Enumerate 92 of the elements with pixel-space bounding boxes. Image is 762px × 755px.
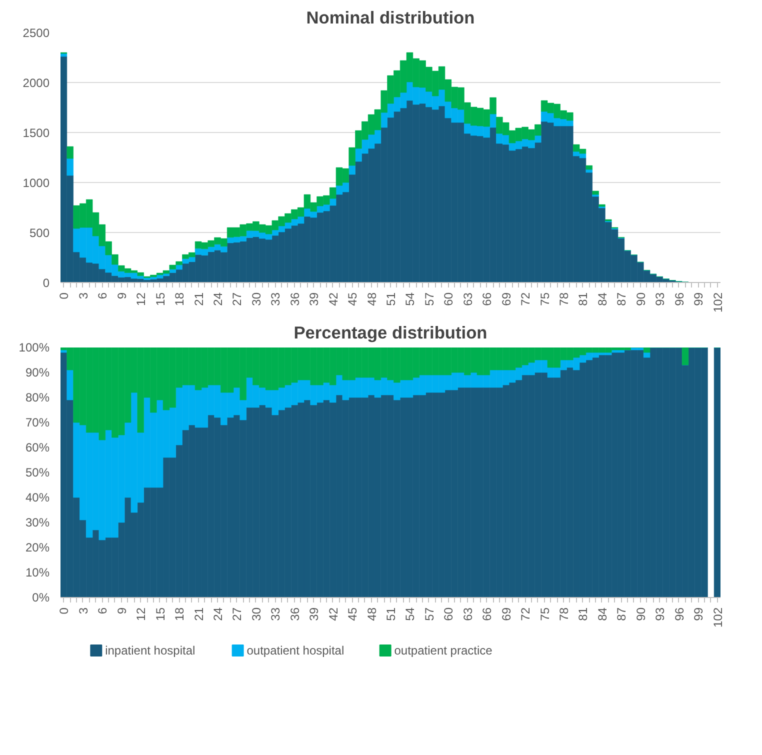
y-tick-label: 1500 xyxy=(22,126,50,140)
x-tick-label: 72 xyxy=(518,292,533,306)
x-tick-label: 57 xyxy=(422,607,436,621)
x-tick-label: 6 xyxy=(96,607,110,614)
x-tick-label: 78 xyxy=(557,292,572,306)
x-tick-label: 48 xyxy=(364,607,379,621)
y-tick-label: 90% xyxy=(25,366,50,380)
x-tick-label: 45 xyxy=(346,292,360,306)
x-tick-label: 93 xyxy=(653,292,668,306)
x-tick-label: 102 xyxy=(710,292,725,313)
x-tick-label: 102 xyxy=(710,607,725,628)
x-tick-label: 63 xyxy=(460,292,475,306)
x-tick-label: 3 xyxy=(76,292,90,300)
x-tick-label: 45 xyxy=(346,607,360,621)
x-tick-label: 9 xyxy=(114,607,129,614)
x-tick-label: 90 xyxy=(634,292,648,306)
x-tick-label: 33 xyxy=(268,607,283,621)
x-tick-label: 90 xyxy=(634,607,648,621)
x-tick-label: 51 xyxy=(384,607,398,621)
x-tick-label: 66 xyxy=(480,292,494,306)
x-tick-label: 30 xyxy=(249,292,264,306)
legend-label: outpatient practice xyxy=(394,644,493,658)
x-tick-label: 39 xyxy=(307,292,322,306)
legend-label: inpatient hospital xyxy=(105,644,196,658)
x-tick-label: 96 xyxy=(672,607,686,621)
y-tick-label: 60% xyxy=(25,440,50,454)
x-tick-label: 84 xyxy=(595,607,610,621)
x-tick-label: 21 xyxy=(192,292,206,306)
y-tick-label: 30% xyxy=(25,516,50,530)
x-tick-label: 69 xyxy=(499,292,514,306)
x-tick-label: 36 xyxy=(288,607,302,621)
x-tick-label: 54 xyxy=(403,607,418,621)
x-tick-label: 96 xyxy=(672,292,686,306)
y-tick-label: 2000 xyxy=(22,76,50,90)
x-tick-label: 60 xyxy=(442,607,456,621)
x-tick-label: 12 xyxy=(134,607,148,621)
x-tick-label: 87 xyxy=(614,292,629,306)
legend-label: outpatient hospital xyxy=(246,644,344,658)
x-tick-label: 78 xyxy=(557,607,572,621)
x-tick-label: 66 xyxy=(480,607,494,621)
chart-title: Nominal distribution xyxy=(306,8,475,28)
x-tick-label: 6 xyxy=(96,292,110,300)
x-tick-label: 57 xyxy=(422,292,436,306)
x-tick-label: 42 xyxy=(326,292,340,306)
x-tick-label: 75 xyxy=(538,607,552,621)
x-tick-label: 3 xyxy=(76,607,90,614)
x-tick-label: 0 xyxy=(57,292,72,300)
x-tick-label: 81 xyxy=(576,607,590,621)
x-tick-label: 93 xyxy=(653,607,668,621)
x-tick-label: 0 xyxy=(57,607,72,614)
x-tick-label: 30 xyxy=(249,607,264,621)
y-tick-label: 10% xyxy=(25,566,50,580)
x-tick-label: 15 xyxy=(153,292,168,306)
x-tick-label: 54 xyxy=(403,292,418,306)
x-tick-label: 84 xyxy=(595,292,610,306)
y-tick-label: 2500 xyxy=(22,26,50,40)
y-tick-label: 0% xyxy=(32,590,50,604)
x-tick-label: 51 xyxy=(384,292,398,306)
x-tick-label: 48 xyxy=(364,292,379,306)
x-tick-label: 39 xyxy=(307,607,322,621)
x-tick-label: 87 xyxy=(614,607,629,621)
y-tick-label: 80% xyxy=(25,390,50,404)
x-tick-label: 60 xyxy=(442,292,456,306)
x-tick-label: 36 xyxy=(288,292,302,306)
y-tick-label: 40% xyxy=(25,490,50,504)
y-tick-label: 500 xyxy=(29,226,50,240)
x-tick-label: 75 xyxy=(538,292,552,306)
x-tick-label: 33 xyxy=(268,292,283,306)
x-tick-label: 72 xyxy=(518,607,533,621)
x-tick-label: 63 xyxy=(460,607,475,621)
y-tick-label: 20% xyxy=(25,540,50,554)
y-tick-label: 0 xyxy=(42,276,50,290)
x-tick-label: 15 xyxy=(153,607,168,621)
x-tick-label: 99 xyxy=(692,607,706,621)
x-tick-label: 24 xyxy=(210,607,225,621)
chart-title: Percentage distribution xyxy=(294,322,488,342)
x-tick-label: 21 xyxy=(192,607,206,621)
x-tick-label: 18 xyxy=(172,607,187,621)
x-tick-label: 12 xyxy=(134,292,148,306)
y-tick-label: 100% xyxy=(18,340,50,354)
y-tick-label: 50% xyxy=(25,466,50,480)
x-tick-label: 27 xyxy=(230,292,244,306)
x-tick-label: 9 xyxy=(114,292,129,300)
x-tick-label: 69 xyxy=(499,607,514,621)
x-tick-label: 99 xyxy=(692,292,706,306)
x-tick-label: 27 xyxy=(230,607,244,621)
x-tick-label: 24 xyxy=(210,292,225,306)
y-tick-label: 70% xyxy=(25,416,50,430)
x-tick-label: 81 xyxy=(576,292,590,306)
y-tick-label: 1000 xyxy=(22,176,50,190)
x-tick-label: 42 xyxy=(326,607,340,621)
x-tick-label: 18 xyxy=(172,292,187,306)
